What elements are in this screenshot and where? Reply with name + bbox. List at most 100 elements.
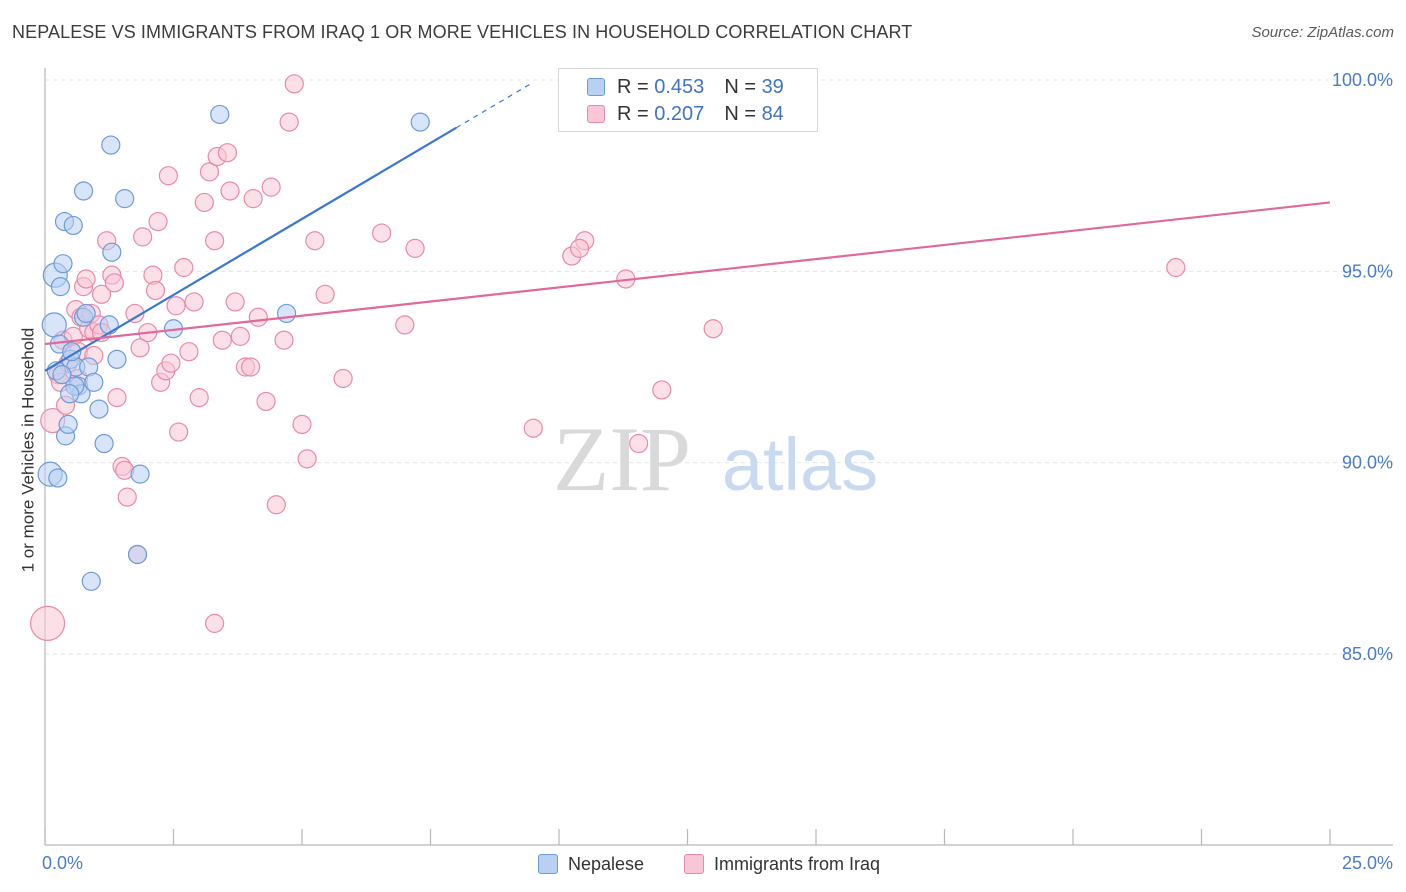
iraq-point-29 [148,211,168,232]
iraq-point-62 [333,368,353,389]
nepalese-point-3 [53,254,73,274]
nepalese-point-9 [58,414,78,434]
iraq-point-50 [243,189,263,209]
nepalese-point-5 [41,312,67,338]
nepalese-point-23 [107,349,127,369]
iraq-point-28 [145,280,166,301]
iraq-point-40 [199,162,220,182]
iraq-point-78 [1166,257,1186,278]
y-tick-label-2: 95.0% [1342,261,1393,281]
legend-label-iraq: Immigrants from Iraq [714,853,881,874]
iraq-point-52 [256,391,276,412]
x-tick-label-0: 0.0% [42,853,83,873]
iraq-point-59 [297,449,317,469]
iraq-point-76 [703,319,723,339]
correlation-legend: R = 0.453 N = 39 R = 0.207 N = 84 [558,68,818,132]
iraq-point-46 [225,292,245,312]
nepalese-point-38 [62,342,82,362]
legend-n-value-nepalese: 39 [761,75,784,98]
y-axis-label: 1 or more Vehicles in Household [18,327,37,573]
iraq-point-33 [166,296,186,316]
legend-text-nepalese: R = 0.453 N = 39 [617,76,784,99]
iraq-point-39 [194,192,214,213]
iraq-point-45 [220,181,240,201]
iraq-point-47 [230,326,250,346]
legend-label-nepalese: Nepalese [568,853,645,874]
legend-n-label: N = [724,75,762,98]
iraq-point-19 [107,388,127,408]
legend-swatch-iraq [587,105,605,123]
series-legend: Nepalese Immigrants from Iraq [0,851,1406,877]
legend-r-label: R = [617,75,655,98]
nepalese-point-33 [276,303,297,324]
iraq-point-53 [261,177,281,197]
iraq-point-24 [130,338,150,358]
legend-r-label: R = [617,102,655,125]
legend-row-iraq: R = 0.207 N = 84 [559,100,784,128]
legend-n-value-iraq: 84 [761,102,784,125]
iraq-point-72 [569,238,590,258]
iraq-point-38 [189,388,209,408]
iraq-point-69 [523,418,543,438]
nepalese-point-37 [52,365,72,385]
iraq-point-57 [284,74,304,94]
iraq-point-51 [248,307,268,327]
watermark-atlas: atlas [722,423,878,506]
y-tick-label-3: 100.0% [1332,70,1393,90]
legend-item-iraq[interactable]: Immigrants from Iraq [684,851,880,877]
y-tick-label-1: 90.0% [1342,453,1393,473]
iraq-point-54 [266,495,286,515]
iraq-point-68 [205,613,225,633]
nepalese-point-34 [410,112,430,132]
iraq-point-67 [158,166,178,186]
legend-swatch-nepalese [587,78,605,96]
nepalese-point-27 [127,544,148,565]
legend-row-nepalese: R = 0.453 N = 39 [559,73,784,101]
iraq-point-49 [241,357,261,377]
watermark: ZIP atlas [553,408,878,510]
legend-text-iraq: R = 0.207 N = 84 [617,103,784,126]
legend-r-value-iraq: 0.207 [654,102,705,125]
iraq-point-22 [117,487,137,507]
watermark-zip: ZIP [553,408,691,510]
iraq-point-11 [76,269,96,289]
series-nepalese-points [37,104,430,591]
nepalese-point-24 [102,242,122,262]
legend-item-nepalese[interactable]: Nepalese [538,851,644,877]
source-label: Source: ZipAtlas.com [1251,24,1394,41]
axis-layer [44,68,1393,846]
iraq-point-25 [133,227,153,247]
nepalese-point-28 [81,571,101,591]
iraq-point-61 [315,284,335,304]
chart-title: NEPALESE VS IMMIGRANTS FROM IRAQ 1 OR MO… [12,22,913,42]
iraq-point-55 [274,330,294,350]
iraq-point-75 [652,380,672,400]
series-iraq-points [29,74,1186,641]
nepalese-point-29 [73,181,94,201]
iraq-point-43 [212,330,232,350]
nepalese-point-36 [60,384,80,404]
nepalese-point-19 [84,372,104,392]
iraq-point-64 [395,315,415,335]
iraq-point-44 [217,143,238,163]
nepalese-point-1 [48,468,68,488]
nepalese-point-21 [94,433,114,454]
nepalese-point-20 [89,399,109,419]
iraq-point-0 [29,605,66,641]
iraq-point-37 [184,292,204,312]
iraq-point-79 [104,273,124,293]
iraq-point-65 [405,238,425,258]
nepalese-point-22 [99,315,119,335]
legend-n-label: N = [724,102,762,125]
iraq-point-60 [305,231,325,251]
iraq-point-63 [372,223,392,243]
legend-r-value-nepalese: 0.453 [654,75,705,98]
iraq-point-74 [629,433,649,454]
iraq-point-34 [169,422,189,442]
iraq-point-35 [174,257,194,278]
y-tick-label-0: 85.0% [1342,644,1393,664]
trend-lines [44,81,1331,372]
nepalese-point-17 [76,303,96,324]
iraq-point-36 [179,342,199,362]
